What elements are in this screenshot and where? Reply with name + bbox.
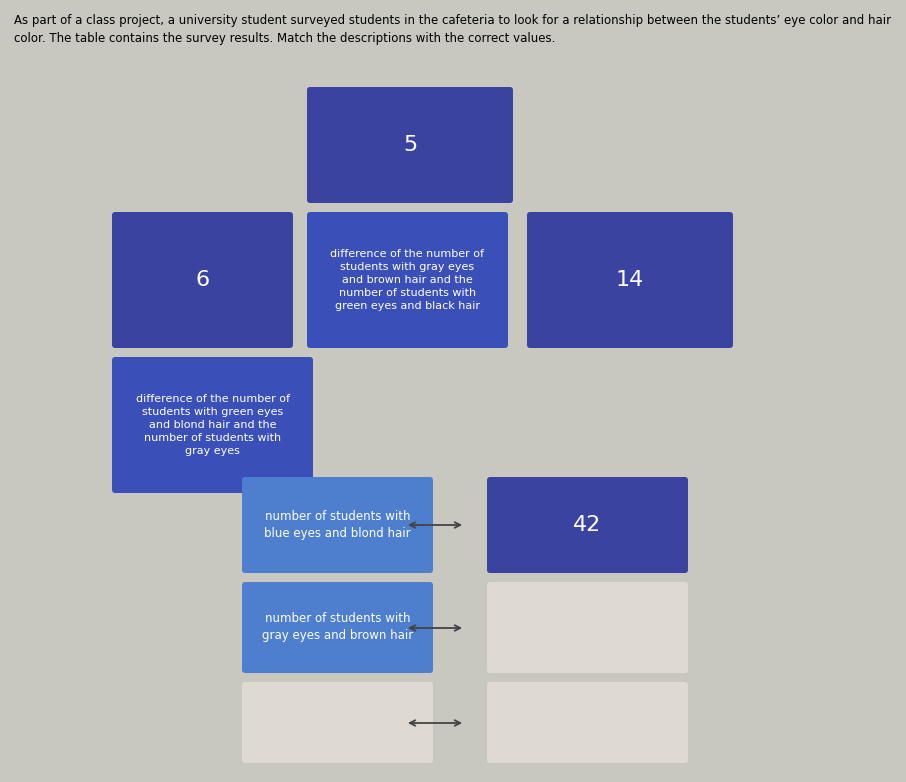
Text: difference of the number of
students with gray eyes
and brown hair and the
numbe: difference of the number of students wit… [331,249,485,311]
Text: number of students with
blue eyes and blond hair: number of students with blue eyes and bl… [265,510,410,540]
FancyBboxPatch shape [487,682,688,763]
Text: difference of the number of
students with green eyes
and blond hair and the
numb: difference of the number of students wit… [136,393,290,457]
FancyBboxPatch shape [487,582,688,673]
Text: 6: 6 [196,270,209,290]
FancyBboxPatch shape [242,477,433,573]
Text: As part of a class project, a university student surveyed students in the cafete: As part of a class project, a university… [14,14,892,27]
FancyBboxPatch shape [242,682,433,763]
Text: 14: 14 [616,270,644,290]
FancyBboxPatch shape [307,87,513,203]
Text: color. The table contains the survey results. Match the descriptions with the co: color. The table contains the survey res… [14,32,555,45]
FancyBboxPatch shape [112,212,293,348]
FancyBboxPatch shape [487,477,688,573]
Text: 42: 42 [573,515,602,535]
Text: number of students with
gray eyes and brown hair: number of students with gray eyes and br… [262,612,413,643]
Text: 5: 5 [403,135,417,155]
FancyBboxPatch shape [242,582,433,673]
FancyBboxPatch shape [527,212,733,348]
FancyBboxPatch shape [112,357,313,493]
FancyBboxPatch shape [307,212,508,348]
